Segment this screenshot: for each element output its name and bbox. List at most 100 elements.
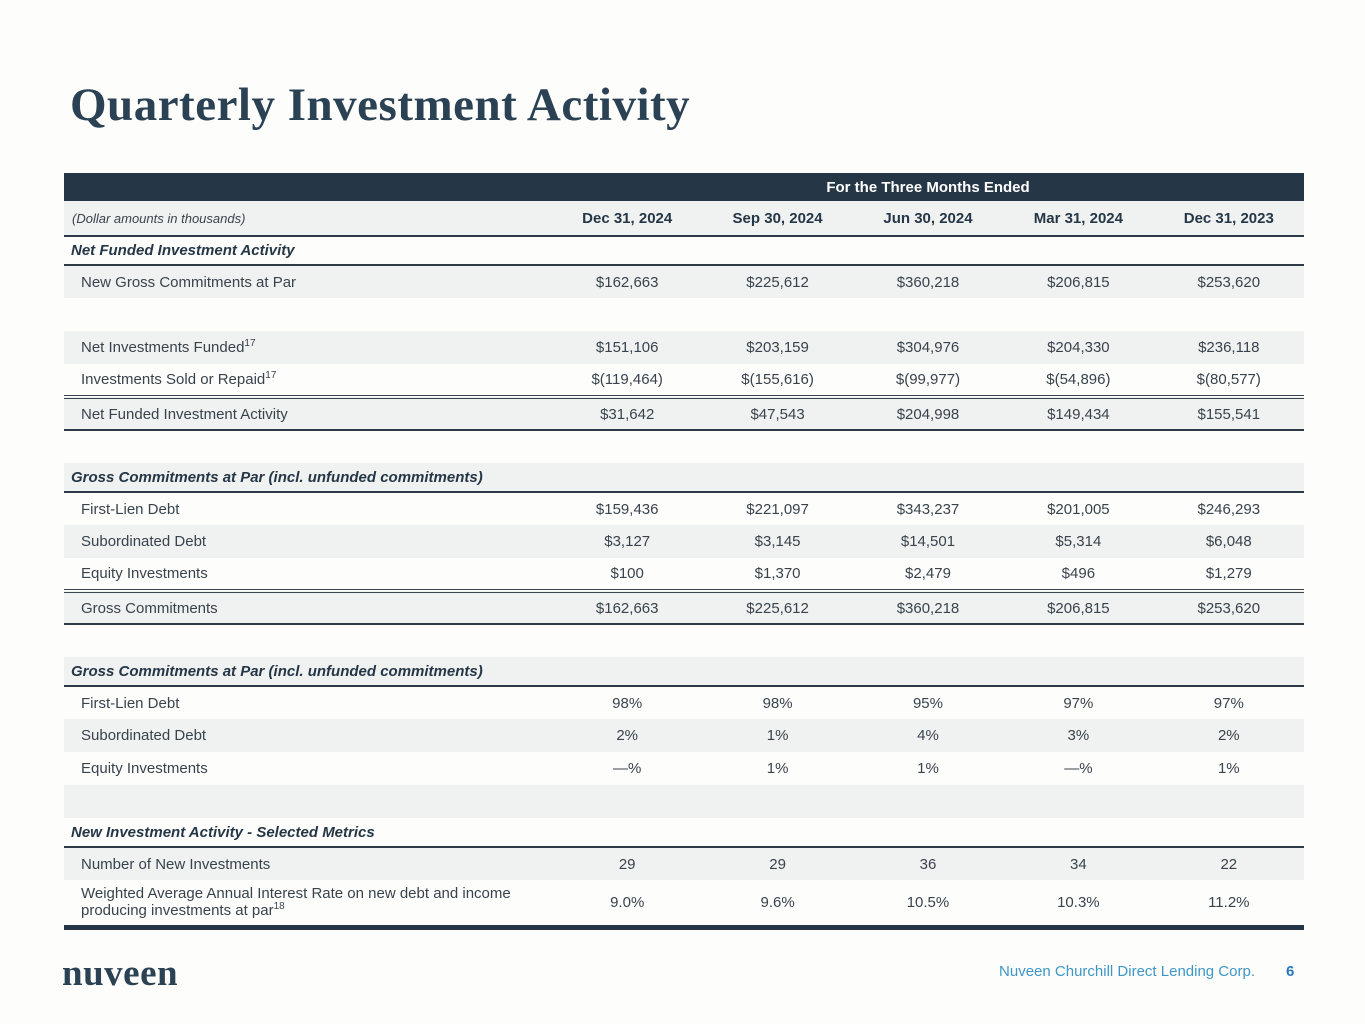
cell-value: 29 <box>552 847 703 880</box>
data-row: Equity Investments $100 $1,370 $2,479 $496 $1… <box>64 558 1304 591</box>
cell-value: $236,118 <box>1153 331 1305 364</box>
data-row: Weighted Average Annual Interest Rate on… <box>64 880 1304 927</box>
cell-value: $2,479 <box>905 565 951 582</box>
cell-value: 29 <box>702 847 853 880</box>
cell-value: 10.3% <box>1057 893 1100 911</box>
cell-value: $203,159 <box>702 331 853 364</box>
cell-value: $1,370 <box>754 565 801 582</box>
cell-value: 95% <box>912 694 943 712</box>
column-header: Dec 31, 2023 <box>1153 201 1305 237</box>
cell-value: $360,218 <box>852 589 1004 625</box>
column-header-row: (Dollar amounts in thousands) Dec 31, 20… <box>64 201 1305 237</box>
cell-value: $1,279 <box>1205 565 1252 582</box>
cell-value: $151,106 <box>552 331 703 364</box>
data-row: Equity Investments —% 1% 1% —% 1% <box>64 752 1304 785</box>
data-row: First-Lien Debt $159,436 $221,097 $343,237 $… <box>64 492 1304 525</box>
row-label: Net Investments Funded17 <box>64 331 552 364</box>
cell-value: $201,005 <box>1047 500 1110 518</box>
row-label: New Gross Commitments at Par <box>64 265 552 298</box>
cell-value: $100 <box>610 565 644 582</box>
cell-value: $149,434 <box>1003 395 1154 431</box>
table-body: Net Funded Investment Activity New Gross … <box>64 236 1305 927</box>
cell-value: 1% <box>766 760 789 777</box>
cell-value: $159,436 <box>595 500 659 518</box>
data-row: Net Funded Investment Activity $31,642 $47… <box>64 395 1305 431</box>
data-row: Investments Sold or Repaid17 $(119,464) $(… <box>64 364 1304 397</box>
cell-value: $162,663 <box>552 589 703 625</box>
cell-value: $(99,977) <box>895 371 961 388</box>
data-row: Gross Commitments $162,663 $225,612 $360,21… <box>64 589 1305 625</box>
cell-value: $496 <box>1061 565 1096 582</box>
cell-value: $246,293 <box>1197 500 1261 518</box>
row-label: Subordinated Debt <box>64 525 552 558</box>
column-header: Mar 31, 2024 <box>1003 201 1154 237</box>
nuveen-logo: nuveen <box>62 953 179 994</box>
data-row: Subordinated Debt 2% 1% 4% 3% 2% <box>64 719 1305 752</box>
cell-value: $360,218 <box>852 265 1004 298</box>
spanner-title: For the Three Months Ended <box>552 173 1305 201</box>
row-label: Net Funded Investment Activity <box>64 395 552 431</box>
section-title: New Investment Activity - Selected Metri… <box>64 818 1305 848</box>
cell-value: $253,620 <box>1153 589 1305 625</box>
data-row: New Gross Commitments at Par $162,663 $225… <box>64 265 1305 298</box>
cell-value: —% <box>613 760 642 777</box>
data-row: Subordinated Debt $3,127 $3,145 $14,501 $5,3… <box>64 525 1305 558</box>
section-header-row: Net Funded Investment Activity <box>64 236 1305 266</box>
spacer-cell <box>64 430 1304 463</box>
footer-entity-name: Nuveen Churchill Direct Lending Corp. <box>999 963 1255 980</box>
spanner-empty-cell <box>64 173 552 201</box>
cell-value: 1% <box>917 760 939 777</box>
gap-row <box>64 430 1304 463</box>
cell-value: $3,145 <box>702 525 853 558</box>
cell-value: 2% <box>1153 719 1305 752</box>
cell-value: $(155,616) <box>741 371 814 388</box>
row-label: Weighted Average Annual Interest Rate on… <box>81 885 511 920</box>
cell-value: $14,501 <box>852 525 1004 558</box>
cell-value: $155,541 <box>1153 395 1305 431</box>
cell-value: $(54,896) <box>1046 371 1111 388</box>
row-label: First-Lien Debt <box>81 694 180 712</box>
row-label: First-Lien Debt <box>81 500 180 518</box>
row-label: Number of New Investments <box>64 847 552 880</box>
spacer-cell <box>64 785 1305 818</box>
cell-value: 36 <box>852 847 1004 880</box>
cell-value: $5,314 <box>1003 525 1154 558</box>
section-title: Gross Commitments at Par (incl. unfunded… <box>64 657 1305 687</box>
cell-value: 2% <box>552 719 703 752</box>
cell-value: 22 <box>1153 847 1305 880</box>
spacer-cell <box>64 624 1304 657</box>
cell-value: 97% <box>1063 694 1094 712</box>
spacer-cell <box>64 298 1304 331</box>
cell-value: $3,127 <box>552 525 703 558</box>
cell-value: $204,998 <box>852 395 1004 431</box>
footer-page-number: 6 <box>1286 963 1295 980</box>
section-header-row: Gross Commitments at Par (incl. unfunded… <box>64 463 1305 493</box>
cell-value: 3% <box>1003 719 1154 752</box>
cell-value: $204,330 <box>1003 331 1154 364</box>
data-row: Number of New Investments 29 29 36 34 22 <box>64 847 1305 880</box>
cell-value: $304,976 <box>852 331 1004 364</box>
cell-value: $225,612 <box>702 265 853 298</box>
data-row: Net Investments Funded17 $151,106 $203,159… <box>64 331 1305 364</box>
cell-value: $(80,577) <box>1196 371 1261 388</box>
units-note: (Dollar amounts in thousands) <box>64 201 552 237</box>
cell-value: $206,815 <box>1003 589 1154 625</box>
row-label: Subordinated Debt <box>64 719 552 752</box>
row-label: Gross Commitments <box>64 589 552 625</box>
cell-value: $6,048 <box>1153 525 1305 558</box>
cell-value: 4% <box>852 719 1004 752</box>
cell-value: $343,237 <box>896 500 960 518</box>
cell-value: 9.0% <box>610 893 645 911</box>
cell-value: 9.6% <box>760 893 795 911</box>
cell-value: $221,097 <box>746 500 809 518</box>
cell-value: 97% <box>1213 694 1244 712</box>
cell-value: $162,663 <box>552 265 703 298</box>
section-title: Net Funded Investment Activity <box>64 236 1305 266</box>
cell-value: $47,543 <box>702 395 853 431</box>
section-header-row: New Investment Activity - Selected Metri… <box>64 818 1305 848</box>
cell-value: $206,815 <box>1003 265 1154 298</box>
row-label: Investments Sold or Repaid17 <box>81 370 277 389</box>
page-title: Quarterly Investment Activity <box>70 79 691 131</box>
cell-value: 1% <box>702 719 853 752</box>
